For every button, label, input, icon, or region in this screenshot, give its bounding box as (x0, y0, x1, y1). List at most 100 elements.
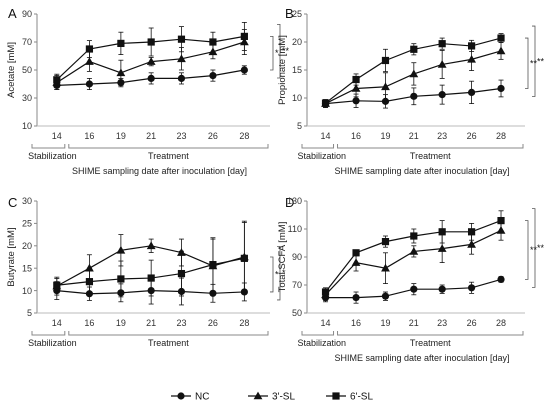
data-point (321, 99, 330, 107)
data-point (438, 91, 446, 99)
data-point (467, 42, 476, 50)
data-point (146, 57, 156, 65)
x-tick-label: 21 (146, 318, 156, 328)
phase-label-treatment: Treatment (410, 151, 451, 161)
x-tick-label: 14 (321, 131, 331, 141)
phase-bracket (31, 331, 66, 336)
x-tick-label: 14 (321, 318, 331, 328)
data-point (321, 288, 330, 296)
x-tick-label: 21 (409, 318, 419, 328)
x-tick-label: 28 (239, 318, 249, 328)
panels-group: A 10 30 50 70 90 Acetate [mM] 14 16 19 21 23 26 28 Sta… (6, 6, 545, 363)
panel-d: D 50 70 90 110 130 Total SCFA [mM] 14 16 19 21 23 26… (277, 195, 545, 363)
data-point (147, 274, 155, 282)
data-point (497, 217, 505, 225)
data-point (177, 54, 186, 63)
data-point (85, 278, 94, 286)
x-tick-label: 23 (437, 318, 447, 328)
data-point (438, 228, 446, 236)
data-point (209, 38, 217, 46)
legend-item-3sl: 3'-SL (248, 392, 295, 403)
y-tick-label: 15 (22, 263, 32, 273)
x-tick-label: 16 (84, 318, 94, 328)
data-point (381, 82, 390, 91)
x-axis-title: SHIME sampling date after inoculation [d… (72, 166, 247, 176)
y-tick-label: 130 (287, 196, 302, 206)
data-point (240, 254, 248, 262)
phase-label-stabilization: Stabilization (297, 338, 346, 348)
x-tick-label: 26 (467, 131, 477, 141)
x-tick-label: 19 (116, 131, 126, 141)
panel-c: C 5 10 15 20 25 30 Butyrate [mM] 14 16 19 21 23 26 28 S… (6, 195, 286, 348)
data-point (467, 88, 476, 96)
y-tick-label: 90 (292, 252, 302, 262)
sig-bracket-inner (525, 220, 529, 280)
data-point (240, 32, 248, 40)
legend-item-nc: NC (171, 392, 209, 403)
phase-bracket (68, 331, 269, 336)
y-axis-title: Total SCFA [mM] (277, 222, 288, 293)
data-point (437, 244, 447, 252)
data-point (177, 269, 186, 278)
data-point (116, 245, 126, 254)
phase-bracket (301, 331, 335, 336)
x-axis-title: SHIME sampling date after inoculation [d… (334, 166, 509, 176)
series-6sl (321, 210, 505, 297)
data-point (53, 281, 61, 289)
data-point (496, 46, 506, 55)
data-point (467, 228, 476, 236)
series-6sl (321, 33, 505, 107)
sig-bracket-outer (277, 245, 281, 301)
phase-bracket (337, 331, 524, 336)
y-tick-label: 90 (22, 9, 32, 19)
x-tick-label: 28 (496, 318, 506, 328)
y-tick-label: 5 (27, 308, 32, 318)
sig-bracket-outer (277, 23, 281, 79)
x-tick-label: 26 (467, 318, 477, 328)
panel-a: A 10 30 50 70 90 Acetate [mM] 14 16 19 21 23 26 28 Sta… (6, 6, 290, 176)
sig-bracket-inner (525, 37, 529, 89)
y-tick-label: 10 (22, 286, 32, 296)
x-tick-label: 16 (351, 318, 361, 328)
x-tick-label: 16 (84, 131, 94, 141)
legend-label: 6'-SL (350, 392, 373, 403)
y-tick-label: 110 (288, 224, 302, 234)
data-point (85, 57, 94, 65)
data-point (146, 241, 156, 250)
sig-bracket-inner (270, 36, 274, 71)
x-tick-label: 19 (380, 131, 390, 141)
phase-label-stabilization: Stabilization (28, 338, 77, 348)
y-axis-title: Butyrate [mM] (6, 227, 17, 286)
series-6sl (53, 222, 248, 298)
data-point (410, 92, 418, 100)
data-point (53, 76, 61, 84)
phase-bracket (337, 144, 524, 149)
x-tick-label: 23 (437, 131, 447, 141)
phase-label-stabilization: Stabilization (297, 151, 346, 161)
data-point (85, 80, 94, 88)
legend-marker-icon (332, 392, 340, 400)
sig-label-inner: * (275, 48, 279, 58)
sig-bracket-outer (532, 25, 536, 97)
y-tick-label: 20 (22, 241, 32, 251)
phase-bracket (301, 144, 335, 149)
data-point (497, 275, 505, 283)
data-point (352, 249, 360, 257)
y-tick-label: 15 (292, 65, 302, 75)
x-tick-label: 21 (409, 131, 419, 141)
data-point (177, 74, 186, 82)
series-nc (53, 65, 248, 90)
data-point (352, 97, 360, 105)
legend: NC 3'-SL 6'-SL (171, 392, 373, 403)
y-tick-label: 30 (22, 196, 32, 206)
data-point (437, 60, 447, 68)
panel-letter: D (285, 195, 294, 210)
phase-bracket (68, 144, 269, 149)
x-tick-label: 14 (52, 131, 62, 141)
y-tick-label: 70 (22, 37, 32, 47)
y-tick-label: 10 (292, 93, 302, 103)
x-tick-label: 28 (496, 131, 506, 141)
data-point (117, 275, 125, 283)
data-point (352, 75, 360, 84)
